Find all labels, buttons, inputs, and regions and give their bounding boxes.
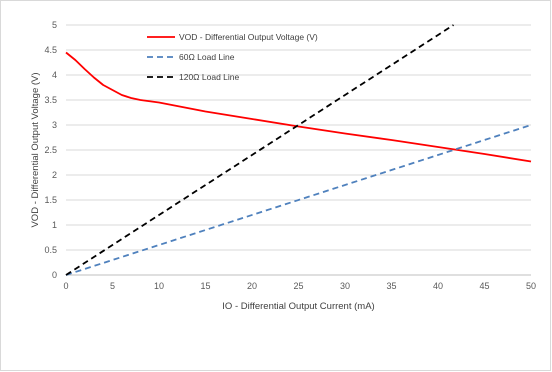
x-tick-label: 50 [526,281,536,291]
y-tick-label: 5 [52,20,57,30]
vod-series-line [65,51,532,163]
legend: VOD - Differential Output Voltage (V) 60Ω… [147,32,318,82]
y-tick-label: 4 [52,70,57,80]
series-lines [65,24,532,276]
legend-label: VOD - Differential Output Voltage (V) [179,32,318,42]
x-tick-label: 20 [247,281,257,291]
x-tick-label: 45 [479,281,489,291]
y-tick-labels: 0 0.5 1 1.5 2 2.5 3 3.5 4 4.5 5 [44,20,57,280]
legend-label: 120Ω Load Line [179,72,240,82]
legend-label: 60Ω Load Line [179,52,235,62]
y-tick-label: 3.5 [44,95,57,105]
x-tick-label: 25 [293,281,303,291]
y-tick-label: 4.5 [44,45,57,55]
x-tick-label: 15 [200,281,210,291]
x-tick-label: 35 [386,281,396,291]
x-tick-label: 10 [154,281,164,291]
x-axis-title: IO - Differential Output Current (mA) [222,301,374,312]
load-line-120-ohm [65,24,454,276]
y-tick-label: 1 [52,220,57,230]
y-tick-label: 2 [52,170,57,180]
x-tick-label: 5 [110,281,115,291]
y-axis-title: VOD - Differential Output Voltage (V) [30,72,41,227]
y-tick-label: 1.5 [44,195,57,205]
load-line-60-ohm [65,124,532,276]
y-tick-label: 0.5 [44,245,57,255]
x-tick-label: 40 [433,281,443,291]
x-tick-label: 30 [340,281,350,291]
y-tick-label: 3 [52,120,57,130]
y-tick-label: 0 [52,270,57,280]
x-tick-label: 0 [63,281,68,291]
y-tick-label: 2.5 [44,145,57,155]
x-tick-labels: 0 5 10 15 20 25 30 35 40 45 50 [63,281,536,291]
